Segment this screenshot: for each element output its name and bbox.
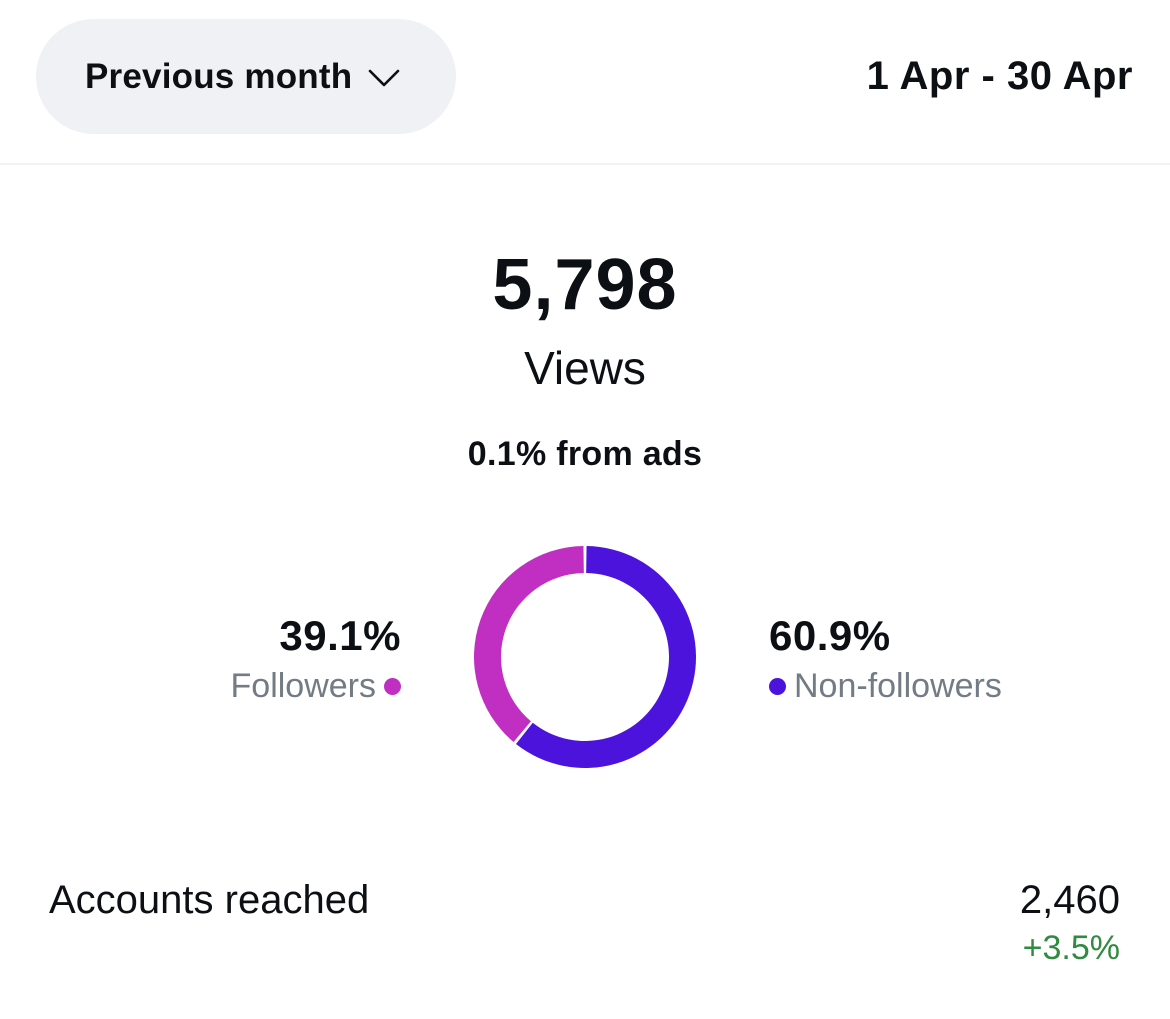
chevron-down-icon bbox=[368, 69, 400, 87]
donut-slice-followers bbox=[474, 546, 584, 742]
period-selector-dropdown[interactable]: Previous month bbox=[36, 19, 456, 134]
followers-legend-label: Followers bbox=[230, 667, 376, 705]
audience-donut-svg bbox=[474, 546, 696, 768]
donut-slice-non-followers bbox=[515, 546, 696, 768]
accounts-reached-change: +3.5% bbox=[1022, 929, 1120, 967]
views-label: Views bbox=[524, 342, 646, 394]
followers-percentage: 39.1% bbox=[279, 612, 401, 659]
followers-legend-dot bbox=[384, 677, 401, 695]
accounts-reached-value: 2,460 bbox=[1019, 878, 1120, 922]
views-count: 5,798 bbox=[492, 245, 678, 325]
header-divider bbox=[0, 163, 1170, 165]
non-followers-legend-dot bbox=[769, 677, 786, 695]
accounts-reached-label: Accounts reached bbox=[49, 878, 370, 922]
date-range-label: 1 Apr - 30 Apr bbox=[866, 54, 1133, 98]
audience-donut-chart bbox=[474, 546, 696, 768]
ads-share-note: 0.1% from ads bbox=[467, 435, 703, 473]
non-followers-legend: Non-followers bbox=[769, 666, 1002, 706]
non-followers-legend-label: Non-followers bbox=[794, 667, 1002, 705]
period-selector-label: Previous month bbox=[85, 56, 353, 96]
non-followers-percentage: 60.9% bbox=[769, 612, 891, 659]
followers-legend: Followers bbox=[231, 666, 401, 706]
